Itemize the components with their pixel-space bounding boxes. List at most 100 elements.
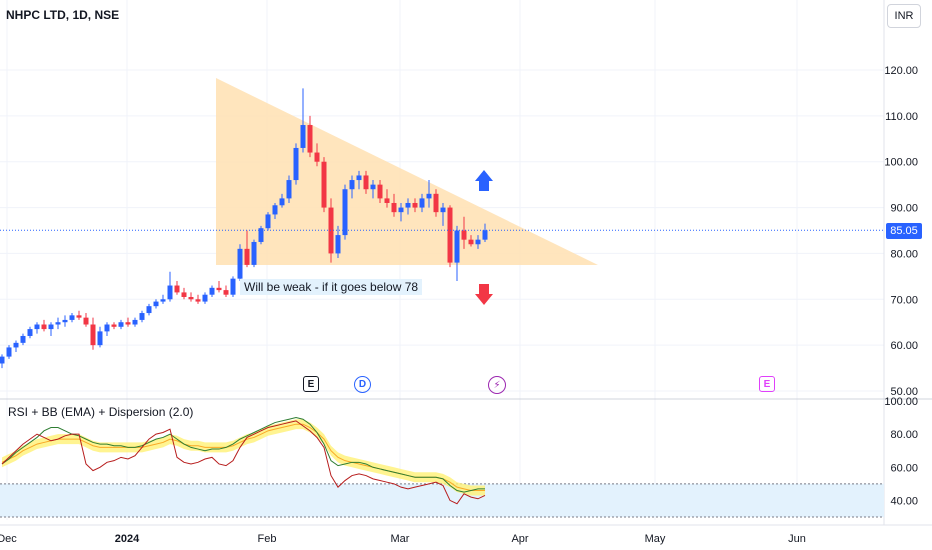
candle (0, 354, 5, 369)
rsi-tick-label: 60.00 (890, 462, 918, 474)
price-tick-label: 90.00 (890, 203, 918, 215)
candle (461, 216, 467, 249)
time-axis: Dec 2024 Feb Mar Apr May Jun (0, 524, 932, 545)
candle (412, 198, 418, 213)
candle (146, 303, 152, 316)
candle (419, 193, 425, 213)
candle (384, 189, 390, 208)
candle (237, 244, 243, 281)
candle (48, 322, 54, 336)
candle (62, 315, 68, 327)
split-marker[interactable]: ⚡ (488, 376, 506, 394)
candle (279, 193, 285, 208)
time-tick-label: May (645, 533, 666, 545)
candle (13, 340, 19, 353)
candle (202, 292, 208, 304)
candle (342, 184, 348, 240)
candle (258, 225, 264, 245)
candle (181, 287, 187, 300)
candle (482, 223, 488, 242)
candle (433, 189, 439, 217)
candle (293, 143, 299, 185)
candle (300, 88, 306, 153)
candle (118, 319, 124, 330)
candle (447, 205, 453, 268)
up-arrow-drawing[interactable] (475, 170, 493, 191)
candle (398, 202, 404, 222)
candle (426, 180, 432, 208)
price-tick-label: 110.00 (885, 111, 918, 123)
candle (97, 326, 103, 348)
candle (265, 212, 271, 231)
time-tick-label: Mar (391, 533, 410, 545)
candle (160, 294, 166, 304)
candle (104, 322, 110, 336)
triangle-pattern-drawing[interactable] (216, 78, 598, 265)
candle (405, 198, 411, 215)
price-axis: 120.00 110.00 100.00 90.00 80.00 70.00 60.00 50… (884, 65, 918, 398)
candle (370, 180, 376, 199)
rsi-indicator-pane: 100.00 80.00 60.00 40.00 (0, 396, 918, 518)
arrow-drawings (475, 170, 493, 305)
candle (209, 285, 215, 297)
time-tick-label: Feb (258, 533, 277, 545)
candle (335, 225, 341, 259)
candle (377, 180, 383, 203)
candle (454, 225, 460, 281)
rsi-tick-label: 80.00 (890, 429, 918, 441)
candle (153, 299, 159, 309)
candle (34, 322, 40, 334)
candle (188, 292, 194, 302)
candle (314, 143, 320, 167)
candle (321, 157, 327, 213)
text-annotation[interactable]: Will be weak - if it goes below 78 (240, 279, 423, 295)
price-tick-label: 60.00 (890, 340, 918, 352)
time-tick-label: 2024 (115, 533, 140, 545)
candle (440, 202, 446, 226)
candle (132, 317, 138, 327)
candle (363, 170, 369, 194)
candle (83, 313, 89, 327)
price-tick-label: 100.00 (884, 157, 918, 169)
candle (41, 319, 47, 332)
price-tick-label: 80.00 (890, 248, 918, 260)
candle (391, 193, 397, 217)
down-arrow-drawing[interactable] (475, 284, 493, 305)
candle (195, 294, 201, 304)
rsi-line (1, 420, 486, 505)
candle (230, 276, 236, 297)
candle (27, 326, 33, 339)
dividend-marker[interactable]: D (354, 376, 371, 393)
candle (475, 235, 481, 249)
candle (307, 115, 313, 158)
candle (55, 317, 61, 330)
candle (76, 310, 82, 320)
oversold-zone (0, 483, 884, 517)
earnings-marker[interactable]: E (303, 376, 319, 392)
indicator-title[interactable]: RSI + BB (EMA) + Dispersion (2.0) (8, 405, 194, 419)
symbol-title[interactable]: NHPC LTD, 1D, NSE (6, 8, 120, 22)
candle (286, 175, 292, 203)
rsi-tick-label: 100.00 (884, 396, 918, 408)
last-price-label: 85.05 (886, 223, 922, 239)
future-earnings-marker[interactable]: E (759, 376, 775, 392)
candle (468, 235, 474, 247)
candle (20, 333, 26, 346)
price-tick-label: 50.00 (890, 386, 918, 398)
rsi-tick-label: 40.00 (890, 495, 918, 507)
price-tick-label: 70.00 (890, 294, 918, 306)
currency-button[interactable]: INR (887, 4, 921, 28)
candle (244, 230, 250, 268)
time-tick-label: Jun (788, 533, 806, 545)
time-tick-label: Apr (511, 533, 528, 545)
candle (356, 170, 362, 190)
rsi-ma-line (1, 417, 485, 493)
candle (216, 280, 222, 293)
candle (251, 239, 257, 268)
candle (272, 202, 278, 220)
candle (174, 280, 180, 295)
price-tick-label: 120.00 (884, 65, 918, 77)
candle (69, 313, 75, 323)
candle (90, 317, 96, 350)
